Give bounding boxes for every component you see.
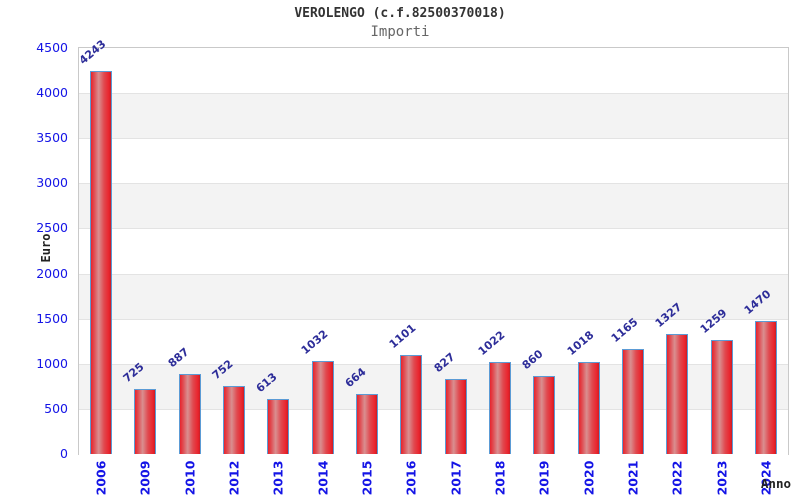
plot-area: 4243 725 887 752 613 1032 664 1101 827 1022 860 101… (77, 38, 789, 455)
plot-band (79, 273, 788, 320)
y-tick-label: 4000 (36, 85, 68, 101)
x-tick-label: 2019 (536, 460, 552, 496)
bar-2024 (754, 321, 777, 454)
plot-band (79, 93, 788, 140)
y-axis-title: Euro (39, 233, 53, 263)
y-tick-label: 3000 (36, 175, 68, 191)
chart-title: VEROLENGO (c.f.82500370018) (294, 6, 506, 21)
y-tick-label: 1500 (36, 310, 68, 326)
y-tick-label: 3500 (36, 130, 68, 146)
y-tick-label: 0 (60, 446, 68, 461)
x-tick-label: 2016 (403, 460, 419, 496)
bar-2018 (488, 361, 511, 454)
plot-band (79, 138, 788, 185)
bar-2020 (577, 362, 600, 454)
x-tick-label: 2010 (182, 460, 198, 496)
y-tick-label: 2500 (36, 220, 68, 236)
x-tick-label: 2006 (93, 460, 109, 496)
x-tick-label: 2023 (714, 460, 730, 496)
plot-band (79, 48, 788, 94)
x-tick-label: 2021 (625, 460, 641, 496)
x-tick-label: 2009 (137, 460, 153, 496)
x-tick-label: 2022 (669, 460, 685, 496)
bar-2023 (710, 340, 733, 454)
x-tick-label: 2015 (359, 460, 375, 496)
x-tick-label: 2017 (448, 460, 464, 496)
bar-2019 (533, 376, 556, 454)
x-axis-title: Anno (760, 476, 791, 491)
y-tick-label: 500 (44, 400, 68, 416)
x-tick-label: 2012 (226, 460, 242, 496)
x-tick-label: 2018 (492, 460, 508, 496)
bar-2009 (134, 388, 157, 454)
bar-2012 (223, 386, 246, 454)
y-tick-label: 4500 (36, 40, 68, 55)
bar-2017 (444, 379, 467, 454)
x-tick-label: 2020 (581, 460, 597, 496)
bar-2013 (267, 398, 290, 454)
x-tick-label: 2014 (315, 460, 331, 496)
bar-2016 (400, 354, 423, 454)
bar-2015 (356, 394, 379, 454)
chart-subtitle: Importi (370, 24, 430, 40)
bar-2022 (666, 334, 689, 454)
plot-band (79, 228, 788, 275)
y-tick-label: 1000 (36, 355, 68, 371)
x-tick-label: 2013 (270, 460, 286, 496)
bar-2021 (621, 348, 644, 454)
bar-2010 (178, 373, 201, 454)
y-tick-label: 2000 (36, 265, 68, 281)
bar-2014 (311, 360, 334, 454)
plot-band (79, 183, 788, 230)
bar-2006 (90, 71, 113, 454)
